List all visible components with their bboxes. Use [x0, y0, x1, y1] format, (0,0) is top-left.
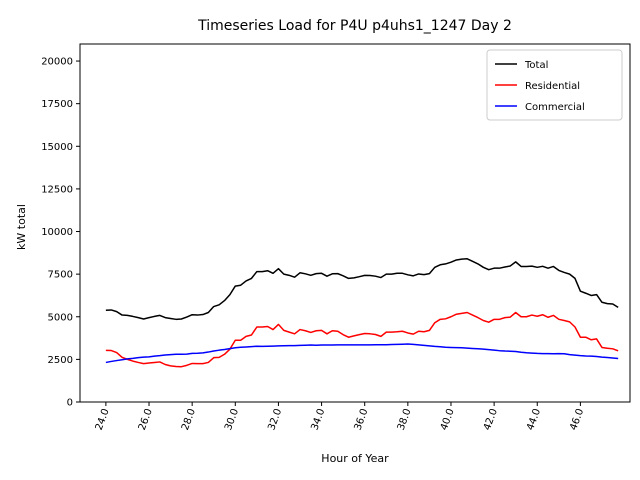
y-tick-label: 0 — [67, 398, 73, 409]
series-line-commercial — [105, 343, 619, 364]
y-tick-label: 20000 — [41, 57, 73, 68]
legend-frame — [486, 49, 623, 121]
x-tick-label: 26.0 — [137, 407, 155, 432]
x-axis-label: Hour of Year — [321, 452, 389, 465]
x-tick-label: 24.0 — [94, 407, 112, 432]
y-tick-label: 7500 — [48, 270, 73, 281]
chart-title: Timeseries Load for P4U p4uhs1_1247 Day … — [197, 18, 512, 34]
series-lines — [105, 258, 619, 368]
series-line-total — [105, 258, 619, 321]
x-tick-label: 34.0 — [309, 407, 327, 432]
y-tick-label: 10000 — [41, 227, 73, 238]
plot-area — [79, 43, 631, 403]
x-tick-label: 42.0 — [482, 407, 500, 432]
legend: Total Residential Commercial — [486, 49, 623, 121]
y-tick-label: 17500 — [41, 99, 73, 110]
y-tick-label: 5000 — [48, 312, 73, 323]
x-tick-label: 40.0 — [439, 407, 457, 432]
x-tick-label: 28.0 — [180, 407, 198, 432]
x-tick-label: 38.0 — [396, 407, 414, 432]
series-line-residential — [105, 311, 619, 368]
x-tick-label: 46.0 — [568, 407, 586, 432]
x-tick-label: 44.0 — [525, 407, 543, 432]
plot-frame — [79, 43, 631, 403]
legend-label-residential: Residential — [525, 81, 580, 92]
x-tick-label: 30.0 — [223, 407, 241, 432]
y-axis-label: kW total — [15, 204, 28, 250]
y-tick-label: 12500 — [41, 184, 73, 195]
x-tick-label: 32.0 — [266, 407, 284, 432]
y-tick-label: 2500 — [48, 355, 73, 366]
y-axis: 0 2500 5000 7500 10000 12500 15000 17500 20000 — [41, 57, 80, 409]
legend-label-commercial: Commercial — [525, 102, 585, 113]
x-axis: 24.0 26.0 28.0 30.0 32.0 34.0 36.0 38.0 40.0 42.0… — [94, 402, 586, 432]
y-tick-label: 15000 — [41, 142, 73, 153]
legend-label-total: Total — [524, 60, 548, 71]
x-tick-label: 36.0 — [353, 407, 371, 432]
